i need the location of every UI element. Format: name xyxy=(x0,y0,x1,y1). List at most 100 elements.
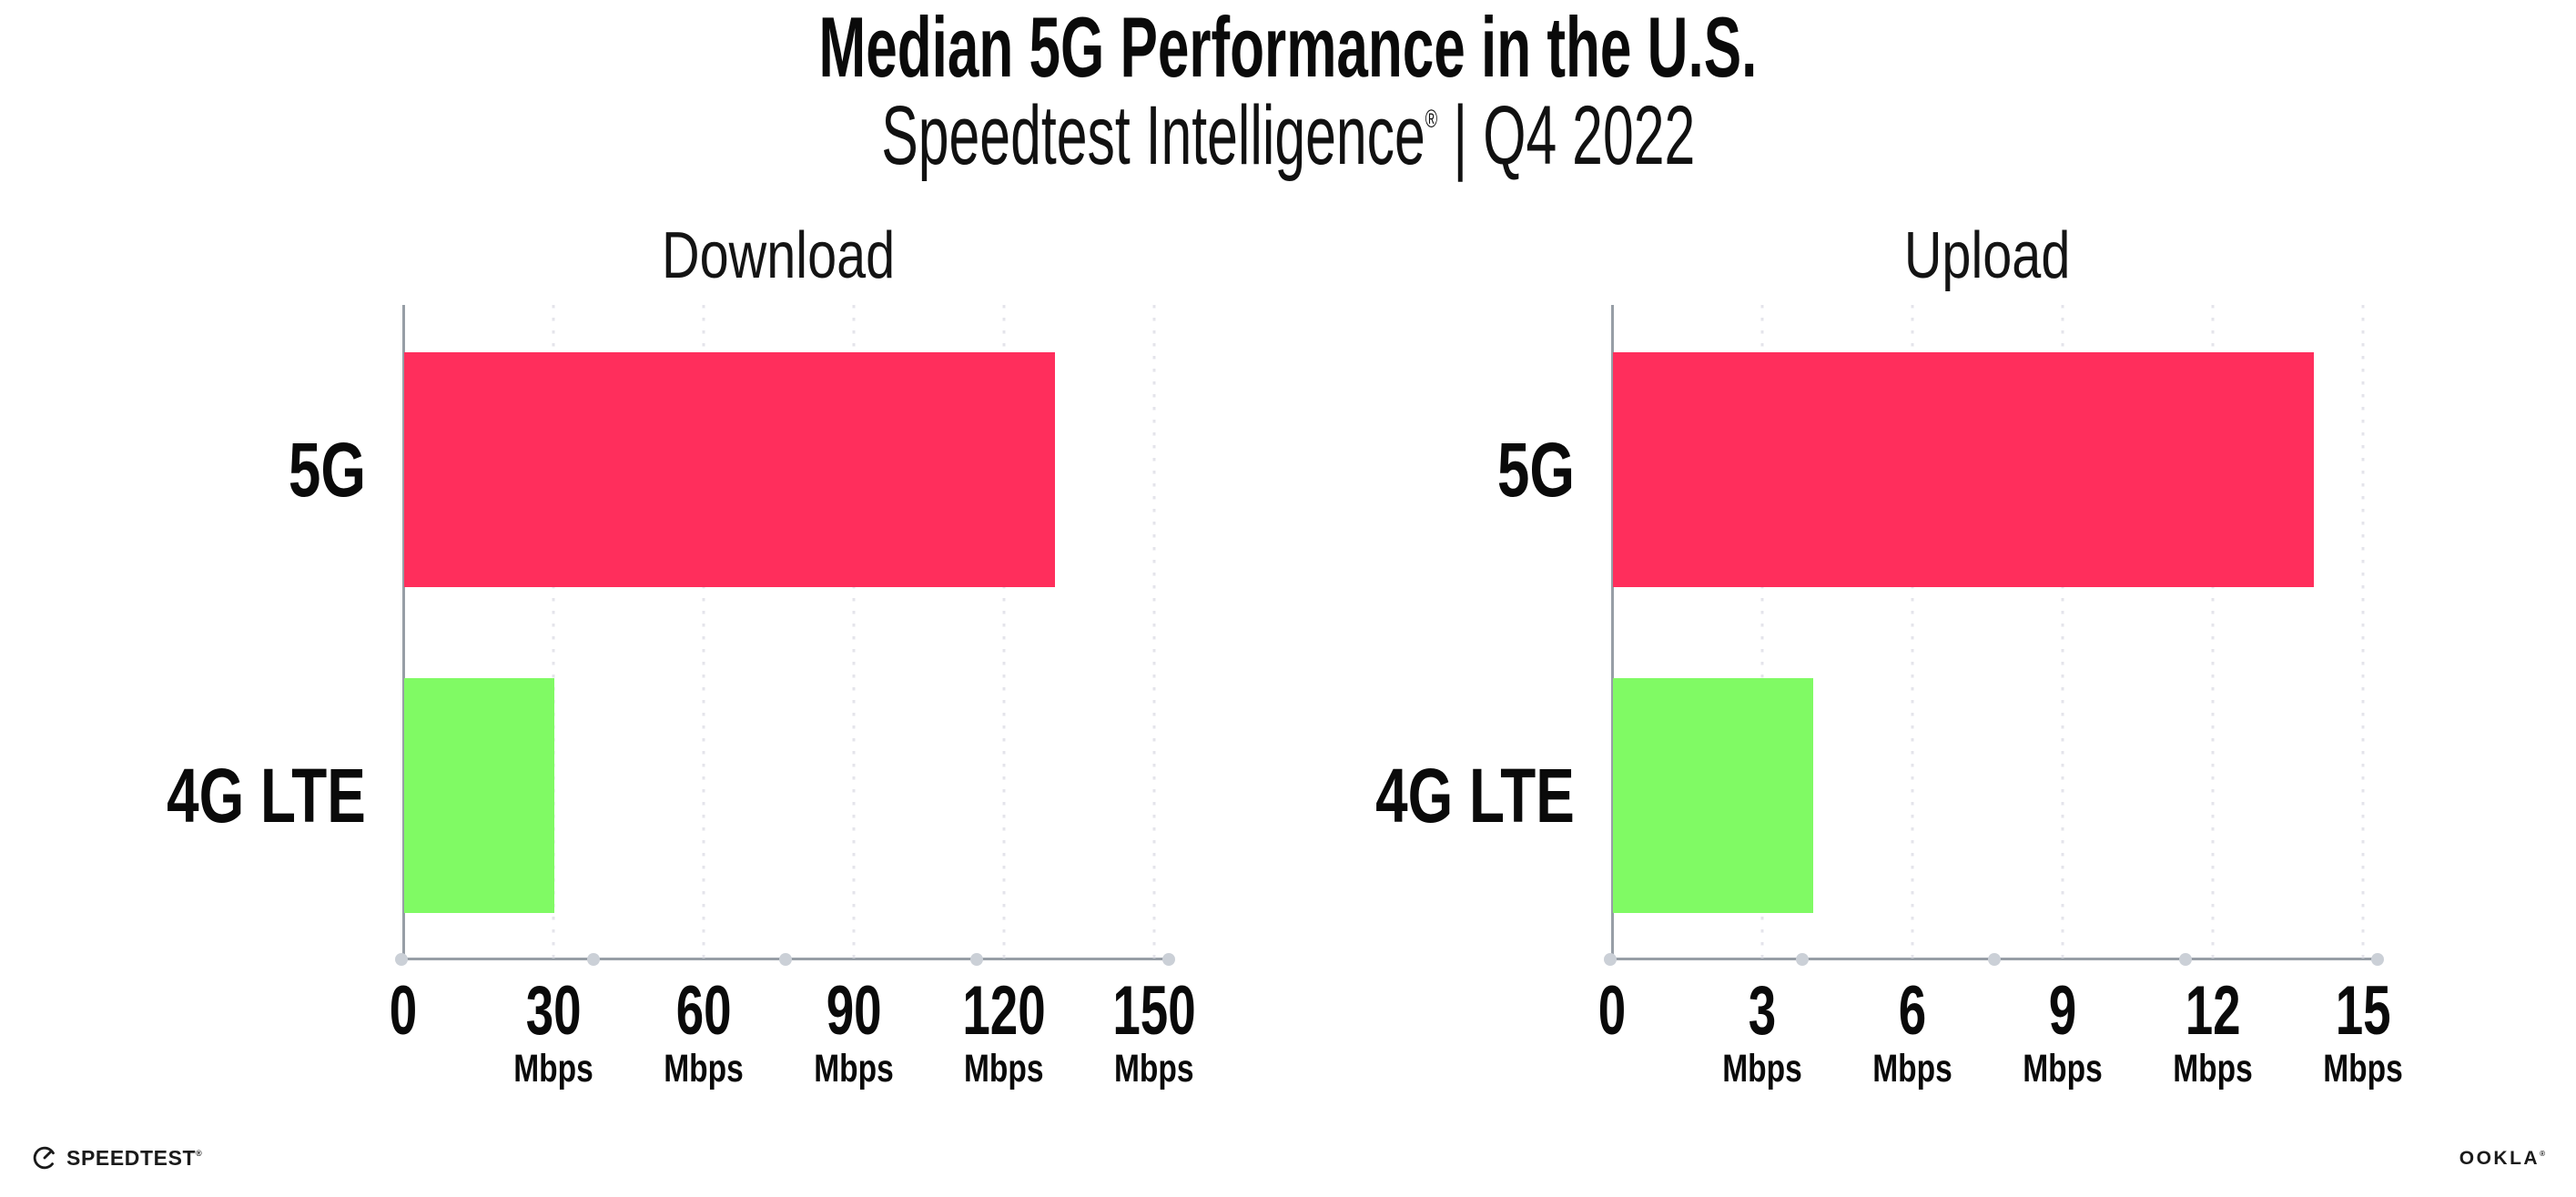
axis-dot xyxy=(1795,953,1809,966)
axis-dot xyxy=(1162,953,1175,966)
gridline-15 xyxy=(2361,305,2365,959)
y-axis xyxy=(1611,305,1614,959)
page-title: Median 5G Performance in the U.S. xyxy=(0,5,2576,90)
y-axis xyxy=(402,305,405,959)
gridline-9 xyxy=(2061,305,2064,959)
x-tick-value: 9 xyxy=(2012,977,2114,1046)
upload-bar-4g-lte xyxy=(1613,678,1813,913)
x-tick-unit: Mbps xyxy=(2012,1050,2114,1089)
x-tick-value-text: 3 xyxy=(1748,972,1777,1050)
registered-mark: ® xyxy=(1425,104,1437,133)
x-tick-value-text: 30 xyxy=(525,972,582,1050)
subtitle-period: Q4 2022 xyxy=(1483,89,1695,182)
category-label-text: 5G xyxy=(288,427,366,512)
speedtest-registered-mark: ® xyxy=(196,1148,203,1158)
chart-panel-upload: Upload 5G 4G LTE 0 3 Mbps 6 Mbps 9 Mbps 12 Mbps 15 M… xyxy=(1375,0,2403,1197)
x-tick-unit: Mbps xyxy=(803,1050,905,1089)
panel-title-upload: Upload xyxy=(1612,223,2363,289)
x-tick-3: 3 Mbps xyxy=(1711,977,1813,1089)
panel-title-upload-text: Upload xyxy=(1904,219,2071,292)
x-tick-30: 30 Mbps xyxy=(502,977,604,1089)
download-bar-4g-lte xyxy=(404,678,554,913)
gridline-30 xyxy=(552,305,555,959)
x-tick-unit-text: Mbps xyxy=(964,1047,1044,1090)
category-label-5g: 5G xyxy=(264,431,366,508)
subtitle-separator: | xyxy=(1453,89,1467,182)
x-tick-value: 90 xyxy=(803,977,905,1046)
x-tick-unit-text: Mbps xyxy=(2023,1047,2103,1090)
download-bar-5g xyxy=(404,352,1055,587)
gridline-12 xyxy=(2211,305,2215,959)
x-tick-unit: Mbps xyxy=(1711,1050,1813,1089)
x-tick-9: 9 Mbps xyxy=(2012,977,2114,1089)
axis-dot xyxy=(1987,953,2001,966)
x-tick-6: 6 Mbps xyxy=(1861,977,1963,1089)
category-label-text: 4G LTE xyxy=(1375,753,1575,838)
x-tick-15: 15 Mbps xyxy=(2312,977,2414,1089)
x-tick-value-text: 0 xyxy=(389,972,418,1050)
x-tick-unit-text: Mbps xyxy=(1114,1047,1194,1090)
ookla-logo: OOKLA® xyxy=(2459,1149,2545,1168)
gridline-90 xyxy=(852,305,856,959)
x-tick-value: 30 xyxy=(502,977,604,1046)
x-tick-unit: Mbps xyxy=(947,1050,1062,1089)
x-tick-unit-text: Mbps xyxy=(664,1047,744,1090)
subtitle-brand: Speedtest Intelligence xyxy=(881,89,1425,182)
x-tick-value-text: 9 xyxy=(2048,972,2077,1050)
x-tick-value-text: 120 xyxy=(962,972,1046,1050)
x-tick-value: 120 xyxy=(947,977,1062,1046)
x-tick-unit-text: Mbps xyxy=(814,1047,894,1090)
panel-title-download: Download xyxy=(403,223,1154,289)
gridline-150 xyxy=(1152,305,1156,959)
x-tick-unit-text: Mbps xyxy=(1872,1047,1952,1090)
speedtest-logo: SPEEDTEST® xyxy=(31,1143,202,1172)
x-tick-60: 60 Mbps xyxy=(653,977,755,1089)
x-tick-unit-text: Mbps xyxy=(513,1047,593,1090)
x-tick-unit: Mbps xyxy=(653,1050,755,1089)
x-tick-12: 12 Mbps xyxy=(2162,977,2264,1089)
x-tick-value: 150 xyxy=(1097,977,1212,1046)
x-tick-value: 3 xyxy=(1711,977,1813,1046)
category-label-4g-lte: 4G LTE xyxy=(104,757,366,834)
speedtest-wordmark: SPEEDTEST® xyxy=(66,1145,203,1170)
x-tick-0: 0 xyxy=(384,977,422,1046)
x-tick-unit-text: Mbps xyxy=(2173,1047,2253,1090)
axis-dot xyxy=(2179,953,2193,966)
page-subtitle: Speedtest Intelligence® | Q4 2022 xyxy=(0,94,2576,178)
chart-panel-download: Download 5G 4G LTE 0 30 Mbps 60 Mbps 90 Mbps 120 M… xyxy=(167,0,1195,1197)
speedtest-label: SPEEDTEST xyxy=(66,1145,197,1170)
category-label-5g: 5G xyxy=(1473,431,1575,508)
panel-title-download-text: Download xyxy=(662,219,896,292)
axis-dot xyxy=(778,953,792,966)
axis-dot xyxy=(2371,953,2384,966)
gridline-6 xyxy=(1911,305,1914,959)
category-label-text: 5G xyxy=(1496,427,1575,512)
x-tick-150: 150 Mbps xyxy=(1097,977,1212,1089)
axis-dot xyxy=(586,953,600,966)
x-tick-value: 12 xyxy=(2162,977,2264,1046)
x-tick-unit-text: Mbps xyxy=(1722,1047,1802,1090)
speedtest-gauge-icon xyxy=(33,1146,56,1170)
x-tick-unit-text: Mbps xyxy=(2323,1047,2403,1090)
page-title-text: Median 5G Performance in the U.S. xyxy=(818,0,1758,95)
x-tick-value-text: 90 xyxy=(826,972,882,1050)
x-tick-value-text: 15 xyxy=(2335,972,2391,1050)
plot-area xyxy=(1604,305,2384,966)
x-tick-value-text: 6 xyxy=(1898,972,1927,1050)
x-tick-value: 15 xyxy=(2312,977,2414,1046)
page-subtitle-text: Speedtest Intelligence® | Q4 2022 xyxy=(881,94,1695,178)
axis-dot xyxy=(970,953,984,966)
ookla-label: OOKLA xyxy=(2459,1148,2541,1169)
x-tick-0: 0 xyxy=(1593,977,1631,1046)
x-tick-90: 90 Mbps xyxy=(803,977,905,1089)
x-tick-value-text: 0 xyxy=(1597,972,1627,1050)
category-label-4g-lte: 4G LTE xyxy=(1313,757,1575,834)
axis-dot xyxy=(395,953,408,966)
x-tick-unit: Mbps xyxy=(1097,1050,1212,1089)
x-tick-120: 120 Mbps xyxy=(947,977,1062,1089)
gridline-120 xyxy=(1002,305,1006,959)
x-tick-unit: Mbps xyxy=(2312,1050,2414,1089)
ookla-registered-mark: ® xyxy=(2540,1150,2545,1158)
x-tick-value-text: 60 xyxy=(675,972,732,1050)
